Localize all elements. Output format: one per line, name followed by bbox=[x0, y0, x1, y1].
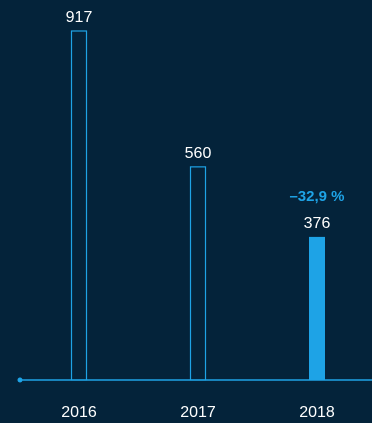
bar-2017 bbox=[189, 166, 207, 381]
x-tick-label-2018: 2018 bbox=[299, 404, 335, 421]
bar-2018 bbox=[309, 236, 325, 380]
x-axis-origin-dot bbox=[17, 377, 23, 383]
value-label-2016: 917 bbox=[66, 9, 93, 26]
bars-layer bbox=[70, 30, 325, 381]
x-tick-label-2017: 2017 bbox=[180, 404, 216, 421]
change-annotation: –32,9 % bbox=[289, 188, 344, 205]
labels-layer: 917 2016 560 2017 376 2018 –32,9 % bbox=[61, 9, 344, 421]
x-tick-label-2016: 2016 bbox=[61, 404, 97, 421]
bar-2016 bbox=[70, 30, 88, 381]
value-label-2018: 376 bbox=[304, 215, 331, 232]
value-label-2017: 560 bbox=[185, 145, 212, 162]
